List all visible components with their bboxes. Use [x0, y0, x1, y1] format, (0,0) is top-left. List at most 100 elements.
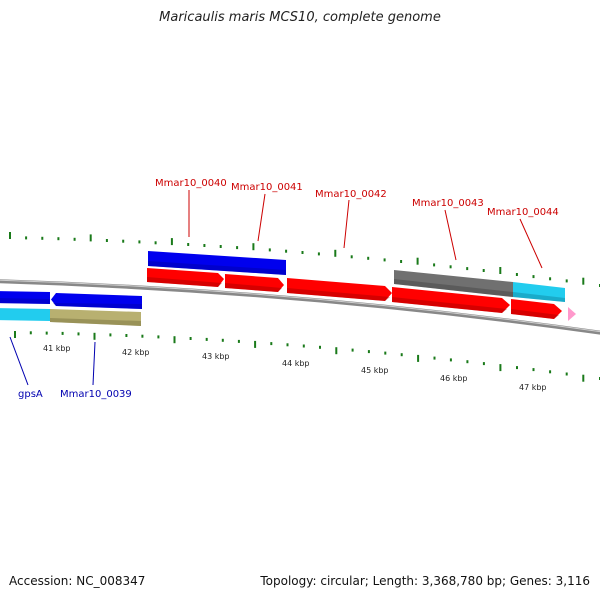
minor-tick [187, 243, 189, 246]
scale-label-44: 44 kbp [282, 359, 310, 368]
minor-tick [220, 245, 222, 248]
major-tick [254, 341, 256, 348]
minor-tick [352, 349, 354, 352]
major-tick [582, 375, 584, 382]
gene-Mmar10_0039-bar-shade [53, 303, 142, 309]
gene-label-Mmar10_0039[interactable]: Mmar10_0039 [60, 389, 132, 400]
major-tick [90, 234, 92, 241]
minor-tick [190, 337, 192, 340]
major-tick [174, 336, 176, 343]
minor-tick [302, 251, 304, 254]
major-tick [499, 364, 501, 371]
minor-tick [74, 238, 76, 241]
minor-tick [516, 366, 518, 369]
minor-tick [368, 350, 370, 353]
gene-gpsA-bar-shade [0, 298, 50, 304]
scale-label-41: 41 kbp [43, 344, 71, 353]
minor-tick [401, 353, 403, 356]
scale-label-45: 45 kbp [361, 366, 389, 375]
minor-tick [516, 273, 518, 276]
minor-tick [25, 236, 27, 239]
minor-tick [367, 257, 369, 260]
minor-tick [57, 237, 59, 240]
minor-tick [78, 332, 80, 335]
minor-tick [466, 267, 468, 270]
minor-tick [206, 338, 208, 341]
minor-tick [141, 335, 143, 338]
gene-cyan-lower-bar[interactable] [0, 308, 50, 321]
minor-tick [433, 263, 435, 266]
major-tick [252, 243, 254, 250]
minor-tick [450, 358, 452, 361]
gene-label-Mmar10_0040[interactable]: Mmar10_0040 [155, 178, 227, 189]
gene-label-Mmar10_0044[interactable]: Mmar10_0044 [487, 207, 559, 218]
leader-line-Mmar10_0039 [93, 342, 95, 385]
minor-tick [351, 255, 353, 258]
minor-tick [533, 368, 535, 371]
major-tick [582, 278, 584, 285]
minor-tick [122, 240, 124, 243]
forward-gene-labels: Mmar10_0040 Mmar10_0041 Mmar10_0042 Mmar… [155, 178, 559, 268]
major-tick [171, 238, 173, 245]
minor-tick [319, 346, 321, 349]
major-tick [499, 267, 501, 274]
major-tick [94, 333, 96, 340]
minor-tick [466, 360, 468, 363]
minor-tick [384, 352, 386, 355]
minor-tick [222, 339, 224, 342]
leader-line-gpsA [10, 337, 28, 385]
minor-tick [203, 244, 205, 247]
minor-tick [549, 277, 551, 280]
major-tick [14, 331, 16, 338]
minor-tick [46, 332, 48, 335]
minor-tick [318, 252, 320, 255]
minor-tick [483, 362, 485, 365]
scale-label-46: 46 kbp [440, 374, 468, 383]
minor-tick [549, 370, 551, 373]
minor-tick [62, 332, 64, 335]
minor-tick [434, 357, 436, 360]
minor-tick [41, 237, 43, 240]
leader-line-Mmar10_0044 [520, 219, 542, 268]
minor-tick [30, 331, 32, 334]
minor-tick [384, 258, 386, 261]
major-tick [335, 347, 337, 354]
reverse-gene-labels: gpsA Mmar10_0039 [10, 337, 132, 400]
minor-tick [106, 239, 108, 242]
major-tick [334, 250, 336, 257]
gene-label-Mmar10_0043[interactable]: Mmar10_0043 [412, 198, 484, 209]
gene-label-Mmar10_0042[interactable]: Mmar10_0042 [315, 189, 387, 200]
minor-tick [450, 265, 452, 268]
inner-tick-ring [14, 331, 600, 382]
scale-label-43: 43 kbp [202, 352, 230, 361]
gene-label-Mmar10_0041[interactable]: Mmar10_0041 [231, 182, 303, 193]
minor-tick [236, 246, 238, 249]
major-tick [417, 258, 419, 265]
minor-tick [483, 269, 485, 272]
minor-tick [566, 279, 568, 282]
leader-line-Mmar10_0043 [445, 210, 456, 260]
minor-tick [566, 373, 568, 376]
outer-tick-ring [9, 232, 600, 287]
minor-tick [303, 345, 305, 348]
minor-tick [157, 335, 159, 338]
gene-pink-fragment[interactable] [568, 307, 576, 321]
minor-tick [238, 340, 240, 343]
leader-line-Mmar10_0042 [344, 200, 349, 248]
minor-tick [109, 333, 111, 336]
gene-label-gpsA[interactable]: gpsA [18, 389, 43, 400]
minor-tick [155, 241, 157, 244]
major-tick [417, 355, 419, 362]
minor-tick [533, 275, 535, 278]
genome-summary: Topology: circular; Length: 3,368,780 bp… [260, 574, 590, 588]
map-title: Maricaulis maris MCS10, complete genome [0, 10, 600, 25]
major-tick [9, 232, 11, 239]
minor-tick [270, 342, 272, 345]
minor-tick [138, 240, 140, 243]
scale-label-47: 47 kbp [519, 383, 547, 392]
minor-tick [400, 260, 402, 263]
leader-line-Mmar10_0041 [258, 194, 265, 241]
minor-tick [287, 343, 289, 346]
